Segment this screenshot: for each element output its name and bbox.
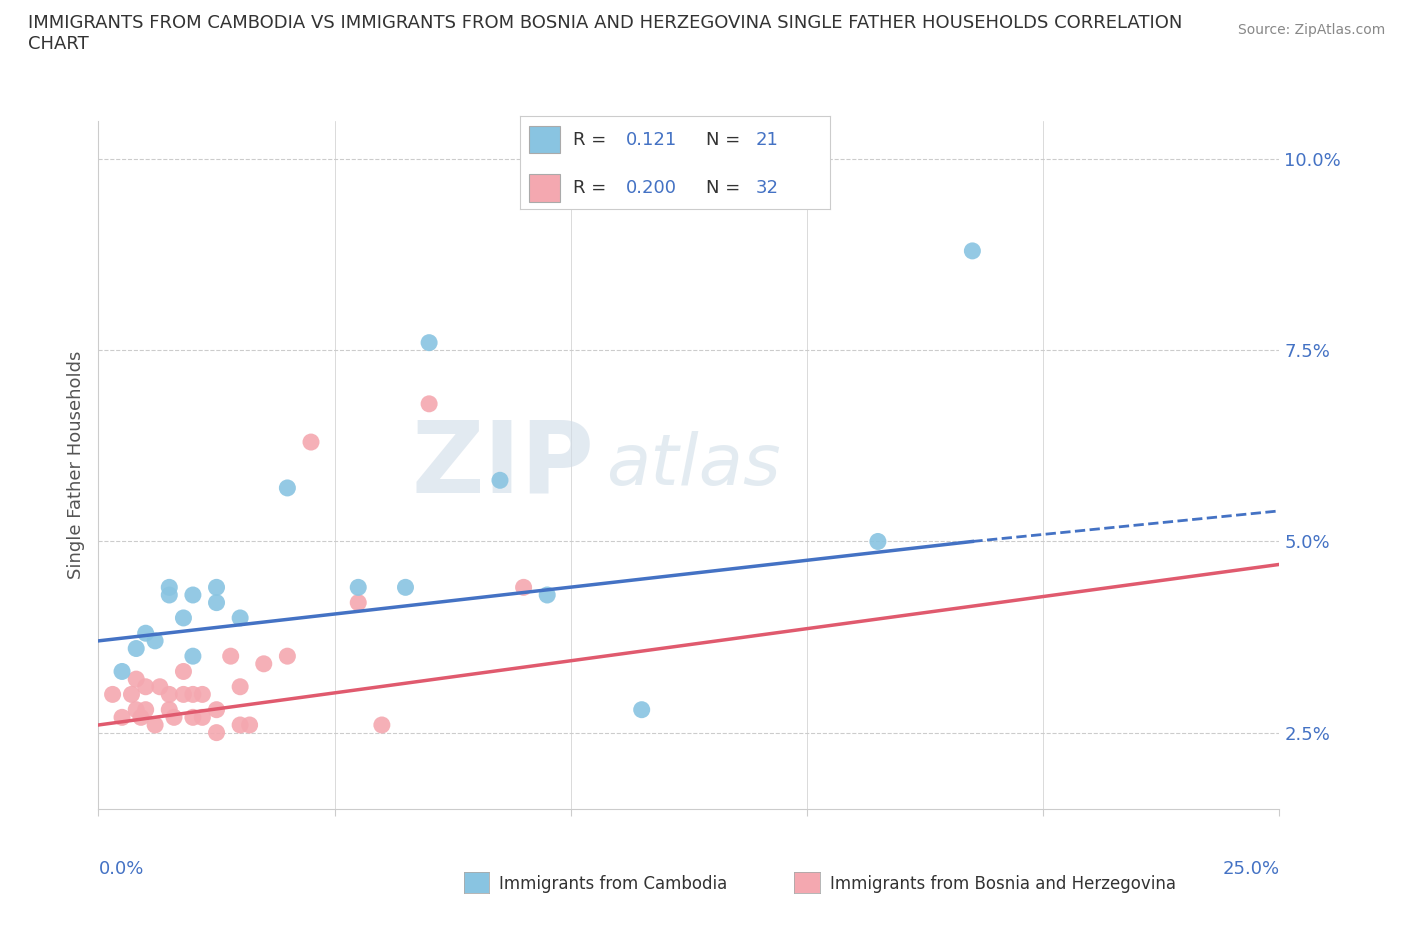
Point xyxy=(157,580,180,595)
Text: R =: R = xyxy=(572,179,606,197)
Text: 0.121: 0.121 xyxy=(626,131,676,149)
Point xyxy=(512,580,534,595)
Text: 0.0%: 0.0% xyxy=(98,860,143,878)
Point xyxy=(191,687,214,702)
Point xyxy=(143,633,166,648)
Point xyxy=(418,396,440,411)
Text: 21: 21 xyxy=(755,131,778,149)
Text: ZIP: ZIP xyxy=(412,417,595,513)
Point xyxy=(191,710,214,724)
Point xyxy=(205,725,228,740)
Text: Source: ZipAtlas.com: Source: ZipAtlas.com xyxy=(1237,23,1385,37)
Text: Immigrants from Cambodia: Immigrants from Cambodia xyxy=(499,874,727,893)
Point xyxy=(299,434,322,449)
Point xyxy=(418,335,440,350)
Point xyxy=(125,702,148,717)
Point xyxy=(181,649,204,664)
Point xyxy=(239,718,262,733)
Text: N =: N = xyxy=(706,179,740,197)
Point xyxy=(163,710,186,724)
Point xyxy=(172,610,194,625)
Text: 25.0%: 25.0% xyxy=(1222,860,1279,878)
Point xyxy=(129,710,152,724)
Point xyxy=(229,610,252,625)
Point xyxy=(135,679,157,694)
Point xyxy=(205,580,228,595)
Bar xyxy=(530,174,561,202)
Point xyxy=(253,657,276,671)
Point xyxy=(111,710,134,724)
Point xyxy=(125,671,148,686)
Point xyxy=(172,687,194,702)
Text: R =: R = xyxy=(572,131,606,149)
Point xyxy=(630,702,652,717)
Point xyxy=(276,649,298,664)
Text: 32: 32 xyxy=(755,179,779,197)
Point xyxy=(149,679,172,694)
Point xyxy=(181,687,204,702)
Text: N =: N = xyxy=(706,131,740,149)
Point xyxy=(962,244,984,259)
Y-axis label: Single Father Households: Single Father Households xyxy=(66,351,84,579)
Point xyxy=(157,702,180,717)
Point xyxy=(111,664,134,679)
Point xyxy=(229,718,252,733)
Point xyxy=(219,649,242,664)
Point xyxy=(394,580,416,595)
Point xyxy=(229,679,252,694)
Point xyxy=(205,702,228,717)
Point xyxy=(866,534,889,549)
Point xyxy=(172,664,194,679)
Point xyxy=(125,641,148,656)
Text: Immigrants from Bosnia and Herzegovina: Immigrants from Bosnia and Herzegovina xyxy=(830,874,1175,893)
Point xyxy=(371,718,394,733)
Point xyxy=(157,588,180,603)
Point xyxy=(121,687,143,702)
Point xyxy=(347,580,370,595)
Text: IMMIGRANTS FROM CAMBODIA VS IMMIGRANTS FROM BOSNIA AND HERZEGOVINA SINGLE FATHER: IMMIGRANTS FROM CAMBODIA VS IMMIGRANTS F… xyxy=(28,14,1182,53)
Point xyxy=(181,588,204,603)
Bar xyxy=(530,126,561,153)
Point xyxy=(135,702,157,717)
Point xyxy=(489,472,512,487)
Point xyxy=(347,595,370,610)
Point xyxy=(143,718,166,733)
Point xyxy=(157,687,180,702)
Point xyxy=(276,481,298,496)
Point xyxy=(205,595,228,610)
Point xyxy=(181,710,204,724)
Text: atlas: atlas xyxy=(606,431,780,499)
Text: 0.200: 0.200 xyxy=(626,179,676,197)
Point xyxy=(536,588,558,603)
Point xyxy=(101,687,124,702)
Point xyxy=(135,626,157,641)
